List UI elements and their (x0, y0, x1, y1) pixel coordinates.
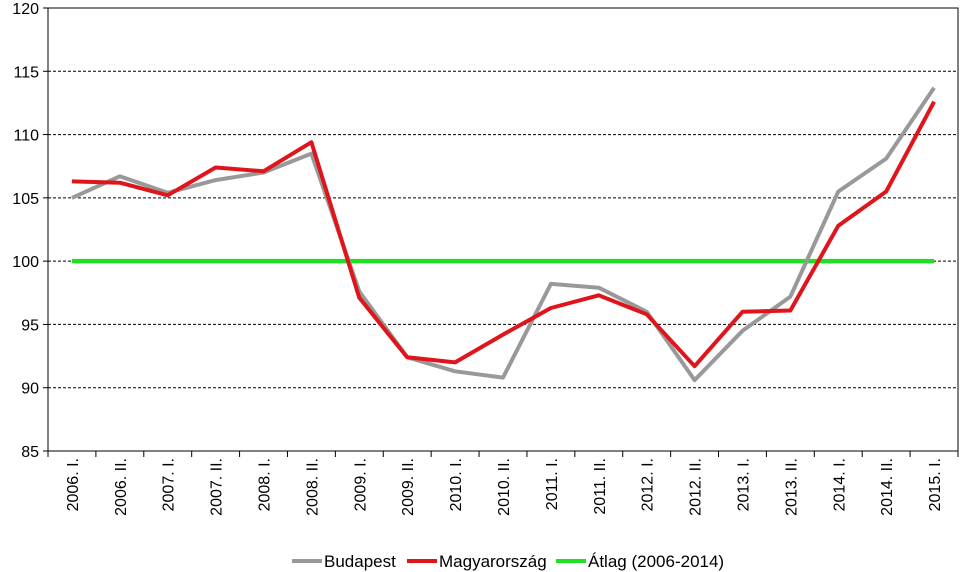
y-tick-label: 105 (12, 191, 39, 208)
x-tick-label: 2011. I. (544, 458, 561, 510)
x-tick-label: 2007. II. (209, 458, 226, 516)
x-tick-label: 2010. II. (496, 458, 513, 516)
x-tick-label: 2013. II. (783, 458, 800, 516)
y-tick-label: 95 (21, 317, 39, 334)
x-tick-label: 2013. I. (735, 458, 752, 511)
legend: Budapest Magyarország Átlag (2006-2014) (292, 552, 724, 571)
y-tick-label: 120 (12, 1, 39, 18)
x-tick-label: 2012. II. (688, 458, 705, 516)
y-tick-label: 100 (12, 254, 39, 271)
x-tick-label: 2015. I. (927, 458, 944, 511)
y-tick-label: 110 (13, 128, 39, 145)
x-tick-label: 2011. II. (592, 458, 609, 515)
x-tick-label: 2008. II. (304, 458, 321, 516)
x-tick-label: 2008. I. (257, 458, 274, 511)
x-tick-label: 2014. I. (831, 458, 848, 511)
y-axis-ticks: 85 90 95 100 105 110 115 120 (12, 1, 48, 461)
legend-label: Magyarország (439, 552, 547, 571)
x-tick-label: 2009. I. (352, 458, 369, 511)
x-tick-label: 2006. II. (113, 458, 130, 516)
x-tick-label: 2006. I. (65, 458, 82, 511)
legend-label: Átlag (2006-2014) (588, 552, 724, 571)
legend-label: Budapest (324, 552, 396, 571)
x-tick-label: 2009. II. (400, 458, 417, 516)
y-tick-label: 115 (13, 64, 39, 81)
y-tick-label: 85 (21, 444, 39, 461)
series-line-0 (71, 86, 936, 383)
y-tick-label: 90 (21, 381, 39, 398)
x-tick-label: 2012. I. (640, 458, 657, 511)
plot-area-frame (47, 7, 959, 452)
x-tick-label: 2010. I. (448, 458, 465, 511)
series-line-1 (71, 100, 936, 369)
x-axis-ticks: 2006. I. 2006. II. 2007. I. 2007. II. 2008. … (47, 451, 959, 516)
x-tick-label: 2014. II. (879, 458, 896, 516)
x-tick-label: 2007. I. (161, 458, 178, 511)
series-lines (71, 86, 936, 383)
